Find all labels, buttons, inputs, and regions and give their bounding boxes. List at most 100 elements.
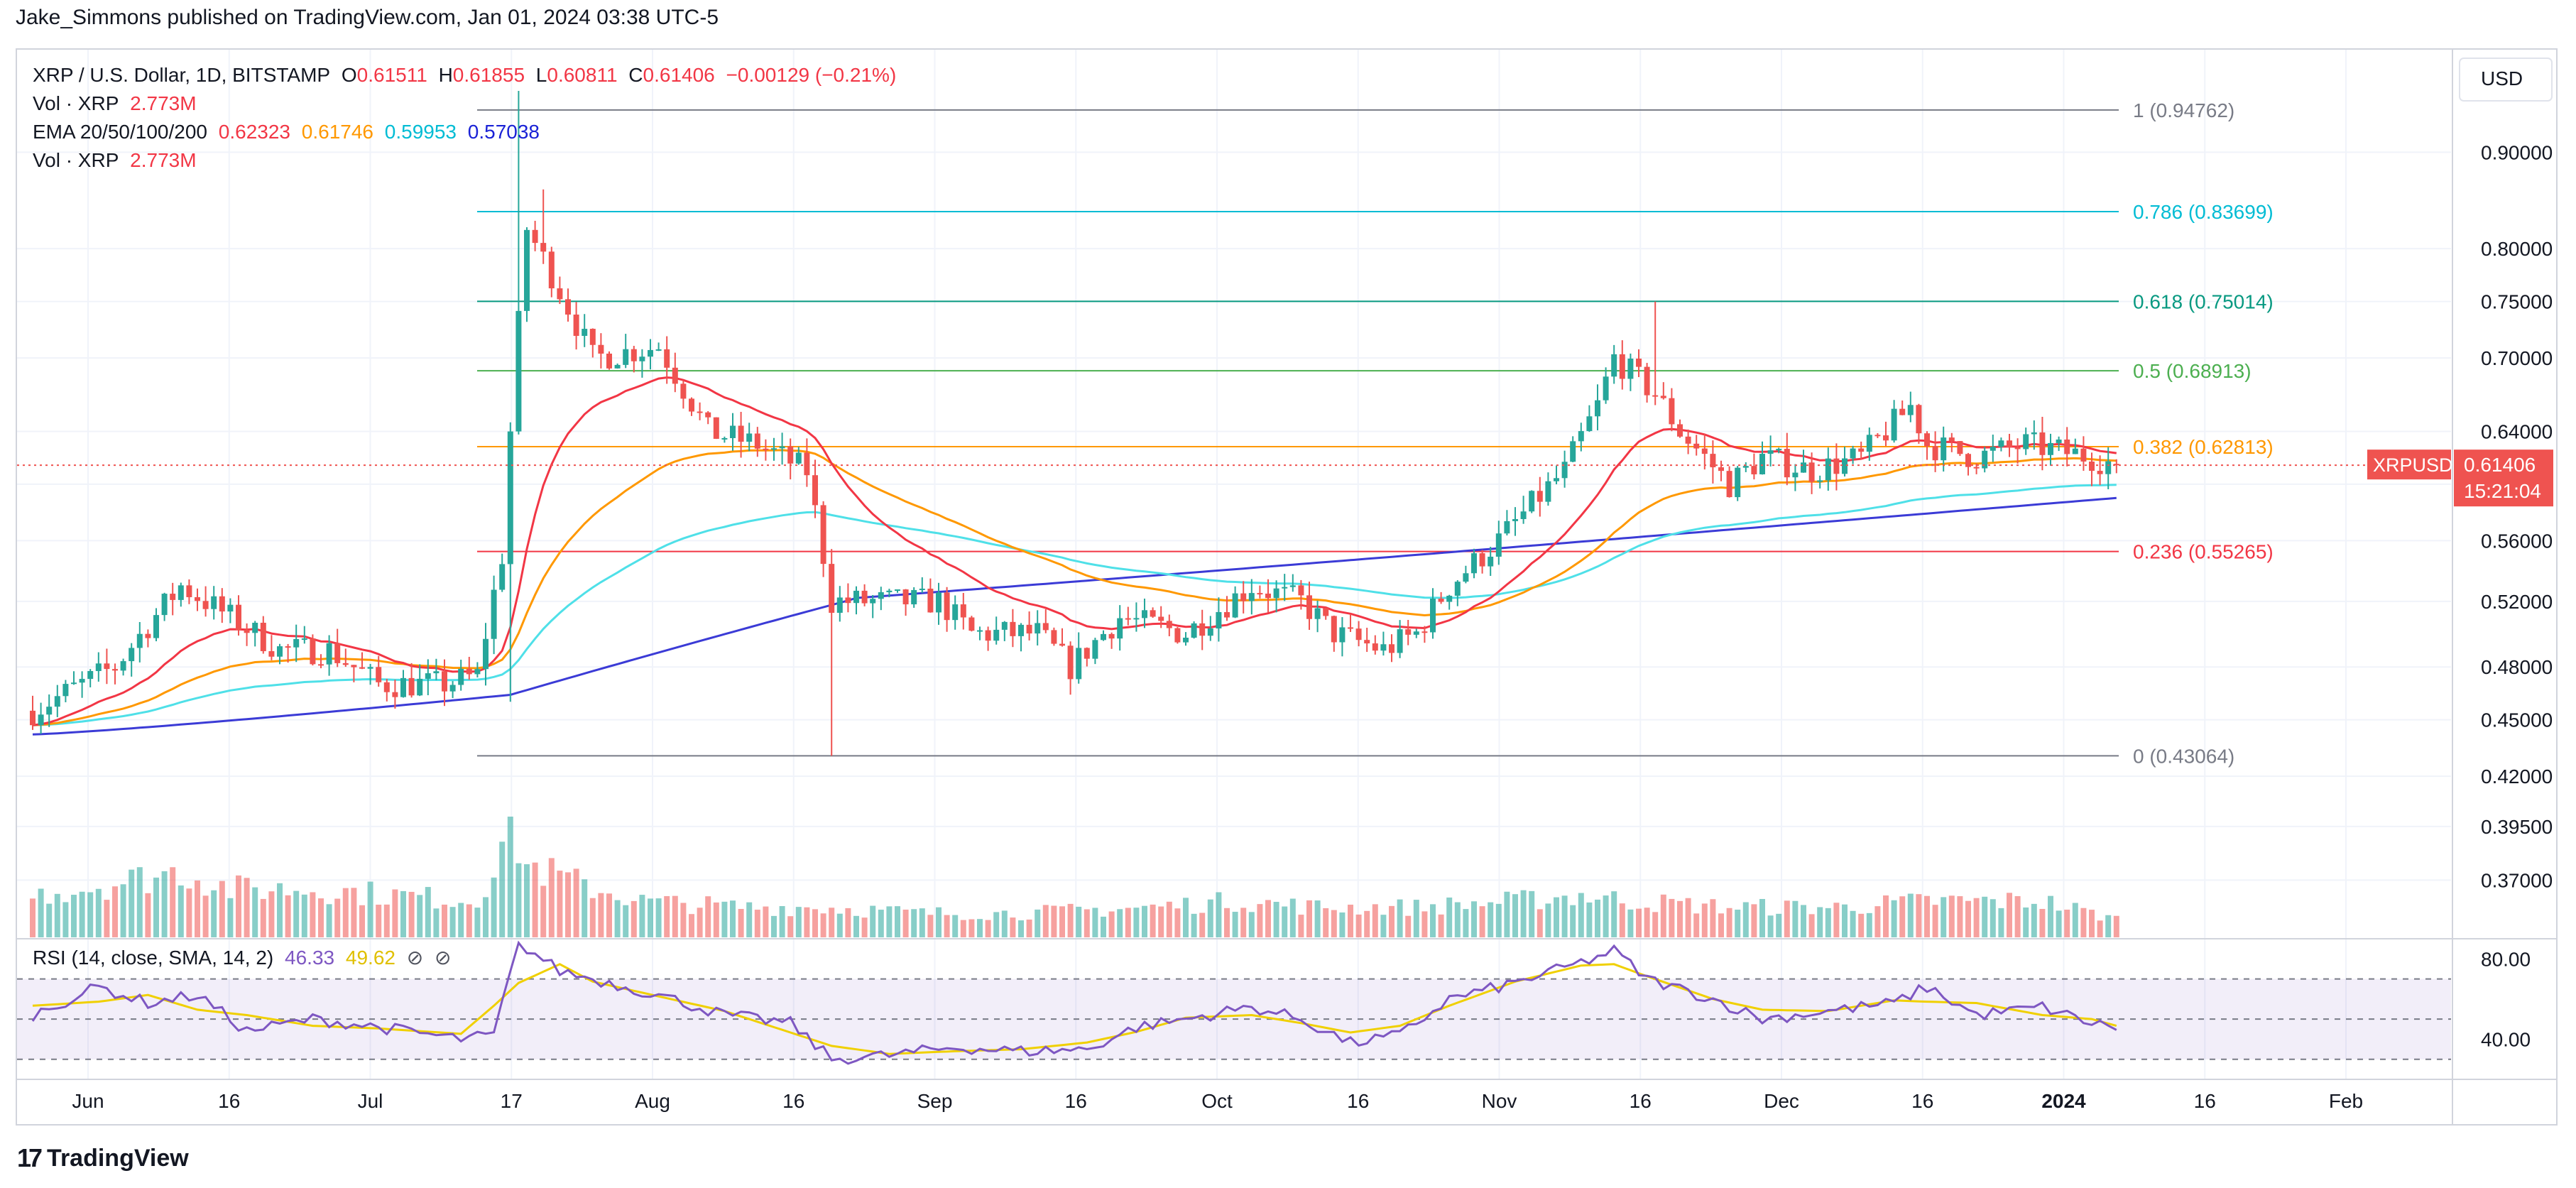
candle-body[interactable] [1611,354,1617,377]
candle-body[interactable] [30,710,36,726]
candle-body[interactable] [466,668,472,675]
candle-body[interactable] [1372,643,1378,651]
candle-body[interactable] [2113,464,2119,466]
candle-body[interactable] [2064,439,2070,454]
candle-body[interactable] [993,629,1000,641]
candle-body[interactable] [2023,434,2029,449]
chart-canvas[interactable]: 1 (0.94762) 0.786 (0.83699) 0.618 (0.75014… [17,50,2556,1124]
candle-body[interactable] [1314,608,1321,619]
candle-body[interactable] [1858,448,1865,452]
candle-body[interactable] [1677,424,1683,437]
candle-body[interactable] [1331,616,1337,643]
candle-body[interactable] [400,677,406,697]
tradingview-logo[interactable]: 17 TradingView [17,1143,189,1173]
candle-body[interactable] [1413,631,1419,635]
candle-body[interactable] [1471,553,1477,574]
candle-body[interactable] [1364,640,1370,644]
candle-body[interactable] [573,314,579,337]
hide-indicator-icon-2[interactable]: ⊘ [435,947,452,969]
candle-body[interactable] [178,585,184,600]
currency-box[interactable] [2459,58,2553,102]
candle-body[interactable] [1001,621,1008,630]
candle-body[interactable] [120,661,126,671]
candle-body[interactable] [186,585,192,597]
candle-body[interactable] [614,364,621,369]
candle-body[interactable] [1718,467,1724,472]
candle-body[interactable] [738,425,744,442]
candle-body[interactable] [1529,491,1535,512]
candle-body[interactable] [754,433,760,449]
candle-body[interactable] [367,667,373,669]
candle-body[interactable] [680,383,687,399]
candle-body[interactable] [1108,633,1115,639]
candle-body[interactable] [1883,435,1889,441]
candle-body[interactable] [1042,623,1049,631]
candle-body[interactable] [746,433,753,442]
candle-body[interactable] [1669,398,1675,425]
candle-body[interactable] [820,505,826,565]
candle-body[interactable] [804,452,810,476]
candle-body[interactable] [491,589,497,639]
candle-body[interactable] [1224,611,1230,618]
candle-body[interactable] [1735,467,1741,498]
candle-body[interactable] [730,425,736,438]
candle-body[interactable] [1248,593,1255,601]
candle-body[interactable] [812,475,818,506]
candle-body[interactable] [944,592,950,621]
candle-body[interactable] [1644,366,1650,396]
candle-body[interactable] [87,671,94,680]
candle-body[interactable] [927,588,934,613]
candle-body[interactable] [2056,439,2062,443]
candle-body[interactable] [1076,648,1082,680]
candle-body[interactable] [2105,461,2112,474]
candle-body[interactable] [104,663,110,670]
candle-body[interactable] [1850,448,1856,459]
candle-body[interactable] [886,590,893,592]
candle-body[interactable] [606,353,612,369]
candle-body[interactable] [1059,643,1065,646]
candle-body[interactable] [1578,431,1584,442]
candle-body[interactable] [1101,633,1106,641]
candle-body[interactable] [1504,521,1510,534]
candle-body[interactable] [129,648,135,662]
candle-body[interactable] [1257,593,1263,595]
candle-body[interactable] [1133,618,1140,620]
candle-body[interactable] [1488,556,1494,567]
candle-body[interactable] [277,646,283,657]
candle-body[interactable] [1026,624,1032,634]
candle-body[interactable] [2089,461,2095,472]
candle-body[interactable] [1627,358,1634,379]
candle-body[interactable] [2039,432,2046,455]
candle-body[interactable] [268,651,275,657]
candle-body[interactable] [1998,440,2004,447]
candle-body[interactable] [836,597,843,613]
candle-body[interactable] [713,417,719,439]
candle-body[interactable] [1339,627,1346,643]
candle-body[interactable] [2080,448,2087,462]
candle-body[interactable] [1776,449,1782,451]
candle-body[interactable] [219,596,225,612]
candle-body[interactable] [318,664,324,666]
candle-body[interactable] [2007,440,2012,447]
candle-body[interactable] [598,344,604,354]
candle-body[interactable] [1067,645,1074,680]
candle-body[interactable] [655,349,662,351]
candle-body[interactable] [1199,623,1206,636]
hide-indicator-icon[interactable]: ⊘ [406,947,424,969]
candle-body[interactable] [1289,585,1296,587]
candle-body[interactable] [1924,433,1930,447]
candle-body[interactable] [853,590,859,604]
chart-frame[interactable]: 1 (0.94762) 0.786 (0.83699) 0.618 (0.75014… [16,48,2558,1126]
candle-body[interactable] [1957,441,1963,454]
candle-body[interactable] [1710,454,1716,468]
candle-body[interactable] [795,452,802,464]
candle-body[interactable] [1595,400,1600,417]
candle-body[interactable] [2097,471,2103,474]
candle-body[interactable] [1619,354,1625,379]
candle-body[interactable] [565,299,571,315]
candle-body[interactable] [252,622,258,633]
candle-body[interactable] [1874,435,1881,437]
candle-body[interactable] [195,596,200,601]
candle-body[interactable] [1495,533,1502,557]
candle-body[interactable] [672,367,678,384]
